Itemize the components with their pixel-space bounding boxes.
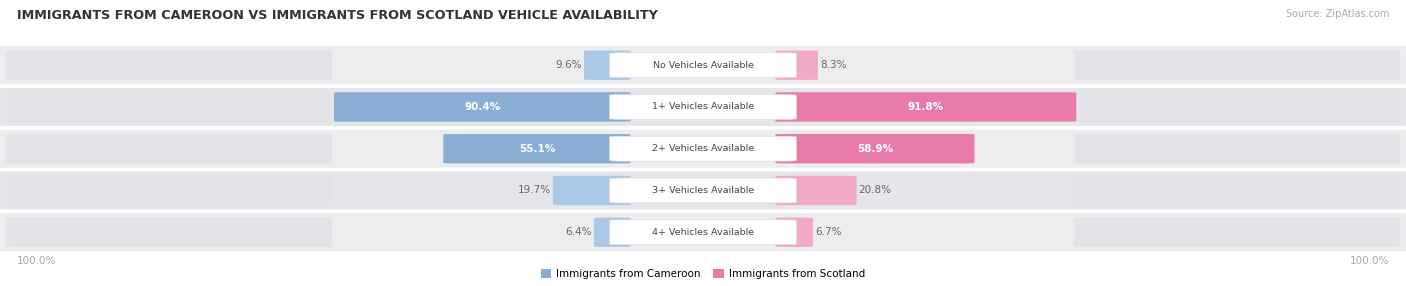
Text: 6.7%: 6.7% [815,227,842,237]
FancyBboxPatch shape [6,176,332,205]
Text: 55.1%: 55.1% [519,144,555,154]
Text: IMMIGRANTS FROM CAMEROON VS IMMIGRANTS FROM SCOTLAND VEHICLE AVAILABILITY: IMMIGRANTS FROM CAMEROON VS IMMIGRANTS F… [17,9,658,21]
FancyBboxPatch shape [610,53,796,78]
Text: 1+ Vehicles Available: 1+ Vehicles Available [652,102,754,112]
FancyBboxPatch shape [6,51,332,80]
FancyBboxPatch shape [0,171,1406,210]
Text: 3+ Vehicles Available: 3+ Vehicles Available [652,186,754,195]
Text: 91.8%: 91.8% [908,102,943,112]
FancyBboxPatch shape [776,176,856,205]
FancyBboxPatch shape [583,51,630,80]
Text: 6.4%: 6.4% [565,227,592,237]
FancyBboxPatch shape [610,136,796,161]
FancyBboxPatch shape [1074,176,1400,205]
FancyBboxPatch shape [776,51,818,80]
FancyBboxPatch shape [776,134,974,163]
Text: Source: ZipAtlas.com: Source: ZipAtlas.com [1285,9,1389,19]
Text: 9.6%: 9.6% [555,60,582,70]
FancyBboxPatch shape [6,92,332,122]
FancyBboxPatch shape [553,176,630,205]
FancyBboxPatch shape [776,92,1076,122]
FancyBboxPatch shape [0,212,1406,252]
Text: 58.9%: 58.9% [856,144,893,154]
Text: 100.0%: 100.0% [17,256,56,266]
FancyBboxPatch shape [443,134,630,163]
FancyBboxPatch shape [776,218,813,247]
FancyBboxPatch shape [0,129,1406,168]
FancyBboxPatch shape [1074,218,1400,247]
Text: 8.3%: 8.3% [820,60,846,70]
FancyBboxPatch shape [6,134,332,163]
FancyBboxPatch shape [6,218,332,247]
Legend: Immigrants from Cameroon, Immigrants from Scotland: Immigrants from Cameroon, Immigrants fro… [541,269,865,279]
FancyBboxPatch shape [1074,51,1400,80]
FancyBboxPatch shape [0,45,1406,85]
Text: 19.7%: 19.7% [517,186,551,195]
FancyBboxPatch shape [1074,92,1400,122]
Text: 20.8%: 20.8% [859,186,891,195]
FancyBboxPatch shape [610,178,796,203]
Text: No Vehicles Available: No Vehicles Available [652,61,754,70]
FancyBboxPatch shape [335,92,630,122]
Text: 2+ Vehicles Available: 2+ Vehicles Available [652,144,754,153]
Text: 90.4%: 90.4% [464,102,501,112]
FancyBboxPatch shape [593,218,630,247]
FancyBboxPatch shape [610,220,796,245]
FancyBboxPatch shape [1074,134,1400,163]
FancyBboxPatch shape [0,87,1406,127]
FancyBboxPatch shape [610,94,796,120]
Text: 100.0%: 100.0% [1350,256,1389,266]
Text: 4+ Vehicles Available: 4+ Vehicles Available [652,228,754,237]
